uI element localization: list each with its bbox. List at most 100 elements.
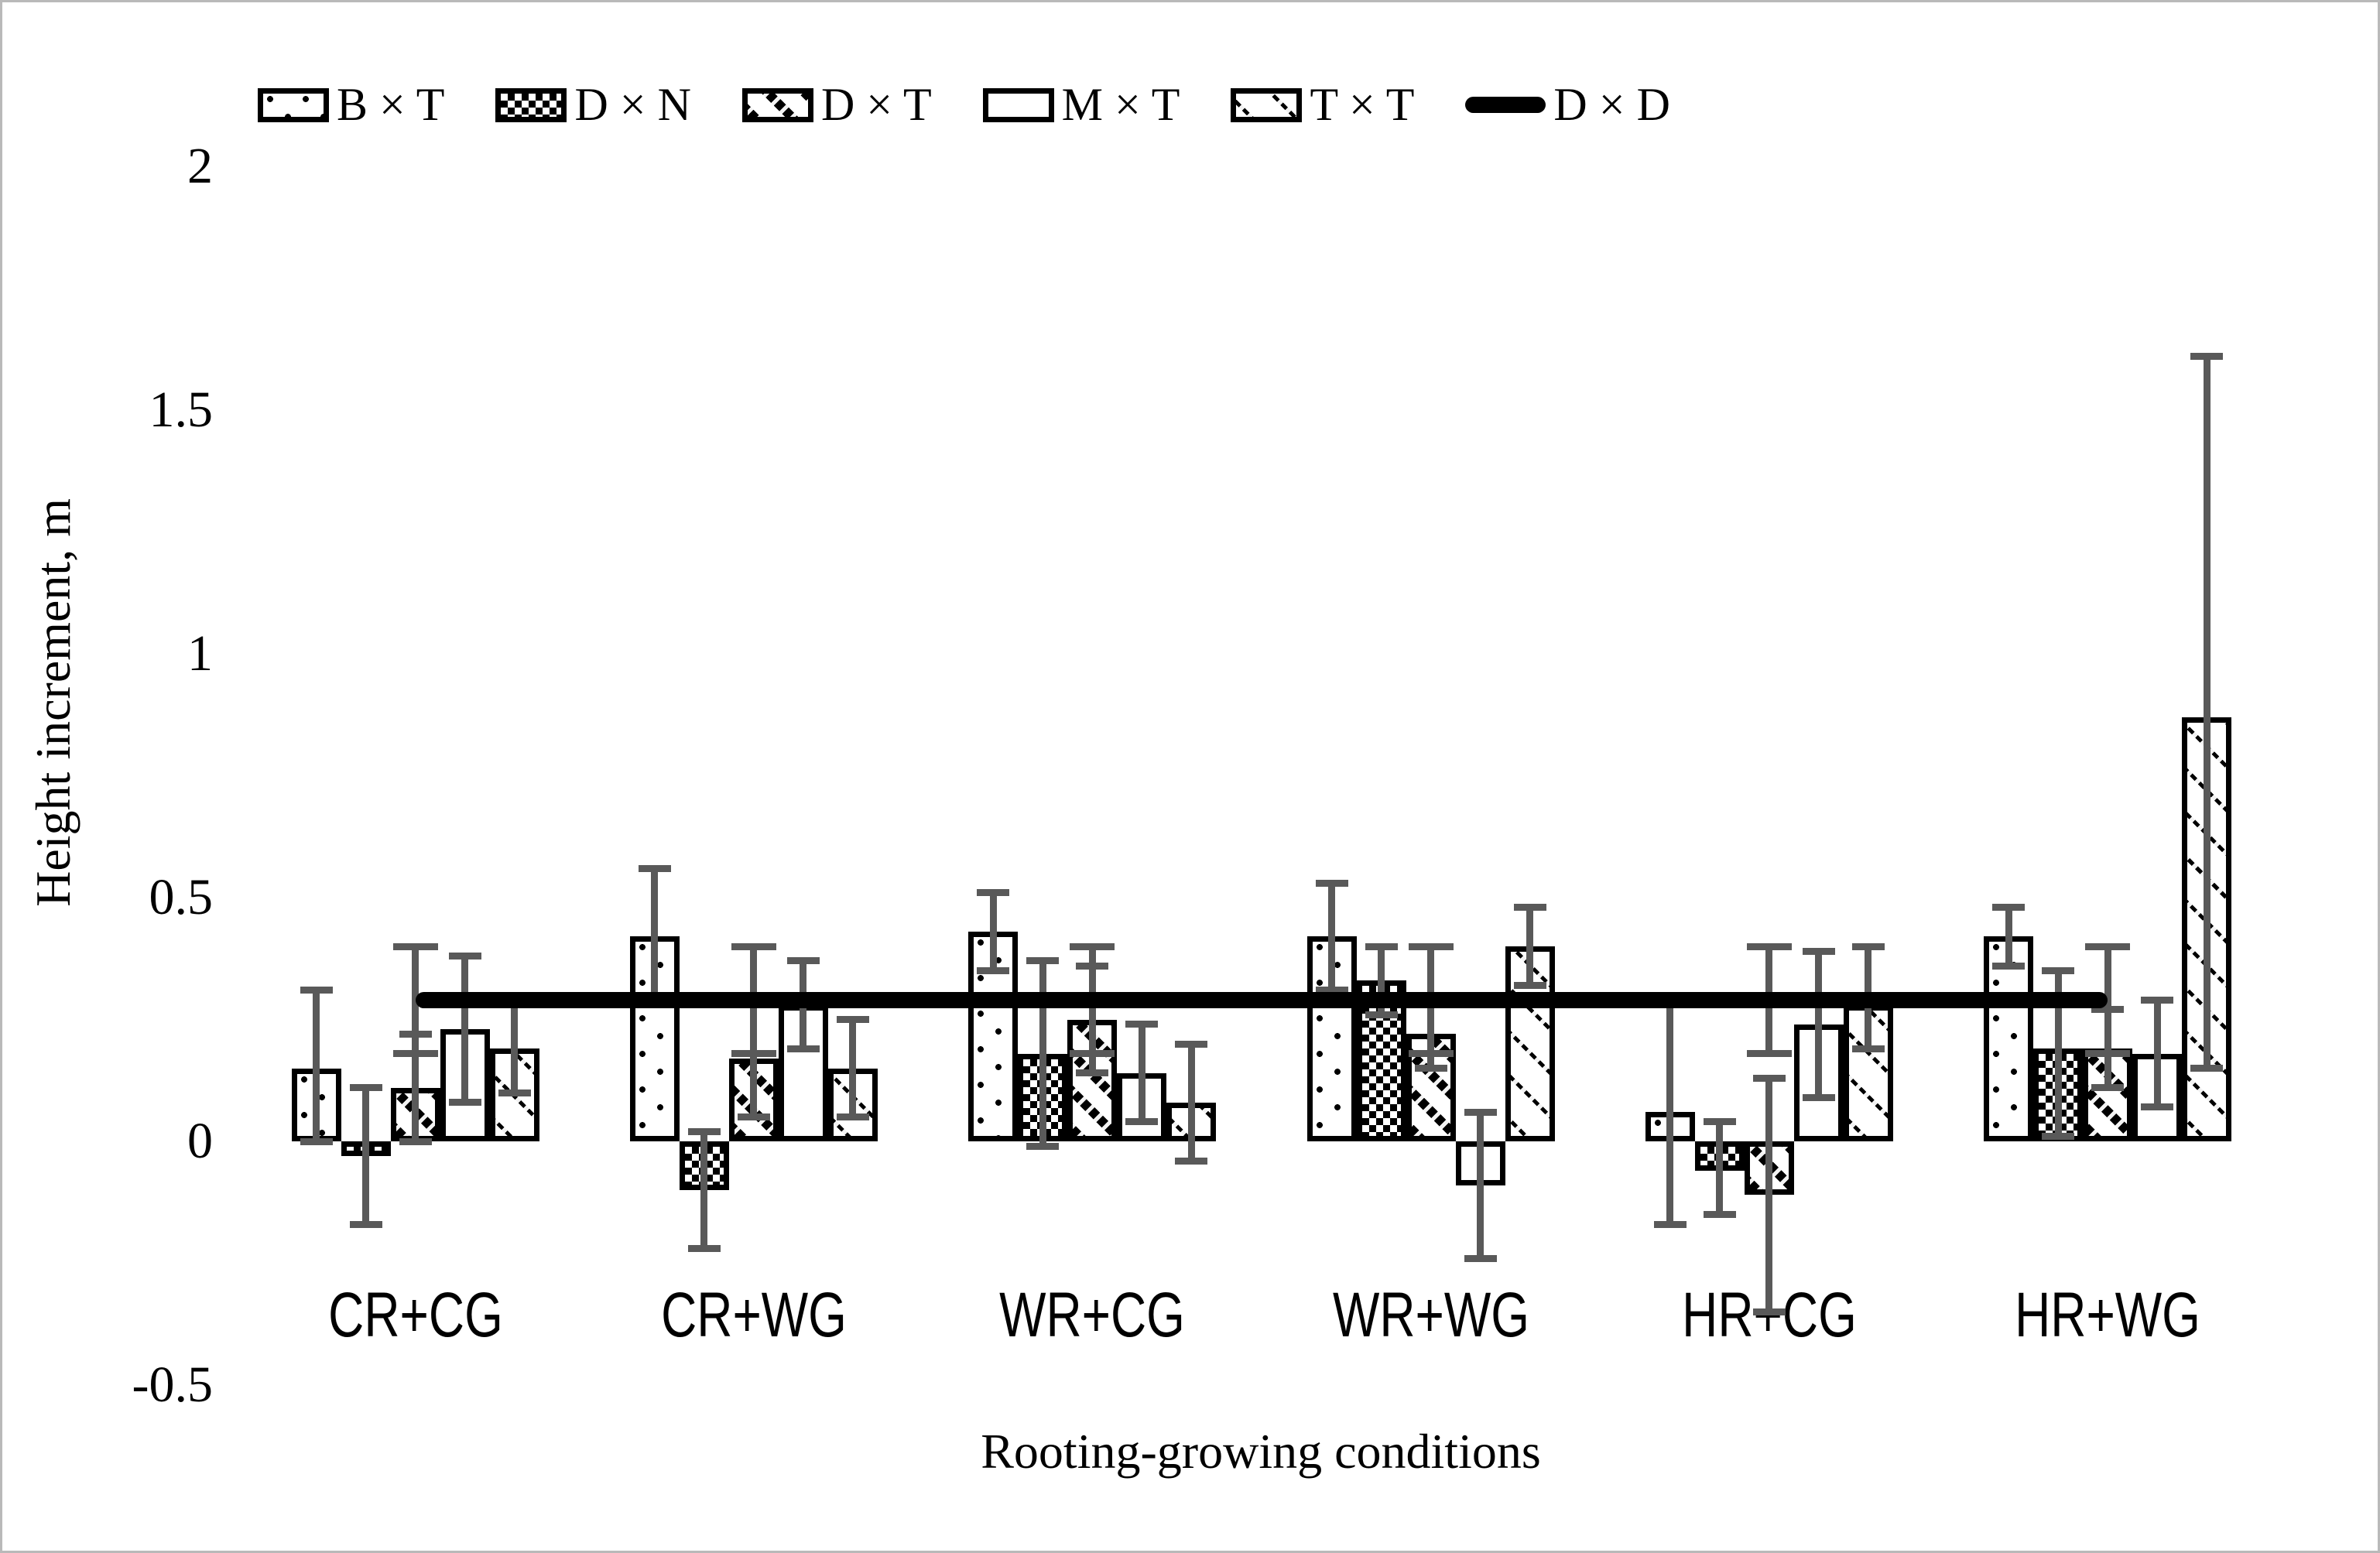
error-bar xyxy=(1716,1121,1724,1215)
error-bar-cap xyxy=(2141,1103,2174,1111)
legend-item: T × T xyxy=(1231,78,1414,132)
error-bar-cap xyxy=(737,1113,770,1120)
error-bar-cap xyxy=(1175,1040,1208,1048)
legend-label: T × T xyxy=(1310,79,1415,130)
error-bar xyxy=(313,990,320,1141)
y-tick-label: 2 xyxy=(187,138,213,194)
error-bar xyxy=(1187,1044,1195,1161)
error-bar xyxy=(412,1034,419,1141)
error-bar xyxy=(700,1131,708,1249)
error-bar-cap xyxy=(1315,879,1348,887)
legend-swatch xyxy=(495,87,567,122)
error-bar-cap xyxy=(786,957,820,965)
error-bar-cap xyxy=(1365,942,1398,950)
dd-error-bar-cap xyxy=(1746,1050,1792,1058)
error-bar-cap xyxy=(1851,942,1885,950)
error-bar-cap xyxy=(448,953,481,960)
legend-item: D × D xyxy=(1465,78,1670,132)
error-bar xyxy=(1477,1112,1485,1259)
dd-error-bar-cap xyxy=(1070,942,1115,950)
error-bar-cap xyxy=(638,864,671,872)
error-bar-cap xyxy=(1026,1142,1060,1150)
error-bar xyxy=(1039,960,1046,1147)
error-bar-cap xyxy=(2042,967,2075,974)
error-bar-cap xyxy=(1992,904,2026,912)
y-tick-label: 1.5 xyxy=(149,381,214,438)
error-bar-cap xyxy=(1703,1118,1736,1126)
legend-swatch xyxy=(258,87,329,122)
error-bar-cap xyxy=(2190,353,2224,361)
bar-dn xyxy=(1356,980,1406,1141)
error-bar xyxy=(989,892,997,971)
legend-swatch xyxy=(982,87,1054,122)
error-bar xyxy=(461,956,469,1103)
error-bar-cap xyxy=(1365,1011,1398,1018)
dd-error-bar-cap xyxy=(1746,942,1792,950)
error-bar-cap xyxy=(448,1099,481,1107)
dd-error-bar xyxy=(2104,946,2111,1054)
error-bar xyxy=(849,1019,857,1117)
error-bar-cap xyxy=(2141,996,2174,1004)
error-bar xyxy=(1088,966,1096,1073)
legend-label: B × T xyxy=(337,79,445,130)
error-bar-cap xyxy=(399,1137,432,1145)
error-bar-cap xyxy=(1703,1211,1736,1218)
error-bar-cap xyxy=(2091,1084,2125,1092)
error-bar-cap xyxy=(1752,1308,1786,1315)
error-bar-cap xyxy=(1464,1254,1497,1262)
legend-label: M × T xyxy=(1061,79,1180,130)
error-bar xyxy=(1427,1000,1435,1069)
error-bar-cap xyxy=(977,889,1010,897)
error-bar-cap xyxy=(1653,1220,1687,1228)
legend-swatch xyxy=(741,87,813,122)
dd-error-bar-cap xyxy=(731,942,776,950)
error-bar-cap xyxy=(1992,962,2026,970)
error-bar-cap xyxy=(1076,962,1109,970)
chart-legend: B × T D × N D × T M × T T × T D × D xyxy=(258,78,1670,132)
error-bar xyxy=(2005,907,2012,966)
y-tick-label: 1 xyxy=(187,625,213,682)
error-bar-cap xyxy=(1513,904,1546,912)
error-bar-cap xyxy=(1752,1074,1786,1082)
error-bar-cap xyxy=(498,1089,531,1096)
legend-item: B × T xyxy=(258,78,444,132)
error-bar-cap xyxy=(1802,947,1835,955)
legend-item: D × N xyxy=(495,78,691,132)
y-tick-label: 0 xyxy=(187,1113,213,1169)
category-label: WR+WG xyxy=(1332,1280,1529,1350)
error-bar xyxy=(1138,1024,1145,1122)
error-bar xyxy=(750,1000,758,1117)
error-bar-cap xyxy=(300,1137,333,1145)
error-bar-cap xyxy=(1414,1065,1447,1072)
bar-bt xyxy=(1984,936,2034,1141)
dd-error-bar-cap xyxy=(1408,942,1454,950)
error-bar-cap xyxy=(836,1113,869,1120)
error-bar-cap xyxy=(1464,1108,1497,1116)
error-bar-cap xyxy=(1175,1157,1208,1165)
y-axis-title-text: Height increment, m xyxy=(26,498,80,907)
dd-line xyxy=(415,991,2108,1008)
category-label: WR+CG xyxy=(999,1280,1186,1350)
error-bar-cap xyxy=(2042,1133,2075,1141)
category-label: CR+WG xyxy=(661,1280,847,1350)
error-bar xyxy=(2054,970,2062,1137)
error-bar xyxy=(511,1004,519,1093)
error-bar-cap xyxy=(349,1220,382,1228)
error-bar-cap xyxy=(1802,1093,1835,1101)
dd-error-bar-cap xyxy=(392,942,438,950)
y-tick-label: -0.5 xyxy=(132,1356,213,1413)
category-label: HR+WG xyxy=(2015,1280,2201,1350)
legend-label: D × T xyxy=(820,79,932,130)
error-bar xyxy=(1815,951,1823,1098)
error-bar-cap xyxy=(687,1245,721,1253)
error-bar-cap xyxy=(687,1127,721,1135)
error-bar-cap xyxy=(300,987,333,994)
error-bar xyxy=(1328,883,1336,990)
category-label: CR+CG xyxy=(327,1280,503,1350)
error-bar xyxy=(1526,907,1534,986)
error-bar xyxy=(2153,1000,2161,1107)
error-bar-cap xyxy=(1125,1021,1159,1028)
error-bar xyxy=(651,868,659,1005)
error-bar-cap xyxy=(1076,1069,1109,1077)
legend-item: D × T xyxy=(741,78,932,132)
